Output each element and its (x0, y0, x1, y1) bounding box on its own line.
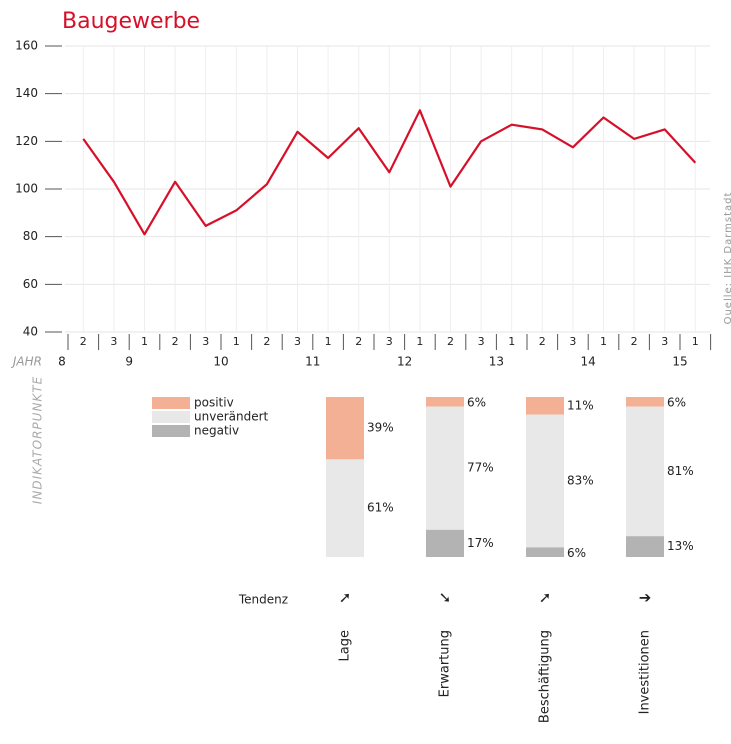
legend-label: negativ (194, 424, 239, 438)
x-tick-label: 1 (233, 335, 240, 348)
legend-swatch (152, 397, 190, 409)
data-label: 17% (467, 536, 494, 550)
year-label: 13 (489, 355, 504, 369)
bar-segment (326, 397, 364, 460)
x-tick-label: 3 (294, 335, 301, 348)
tendency-label: Tendenz (238, 593, 288, 607)
legend-swatch (152, 411, 190, 423)
x-tick-label: 3 (110, 335, 117, 348)
line-series (82, 109, 697, 236)
source: Quelle: IHK Darmstadt (723, 192, 731, 325)
side-label: INDIKATORPUNKTE (31, 376, 45, 504)
legend-label: unverändert (194, 410, 269, 424)
x-tick-label: 1 (325, 335, 332, 348)
bar-segment (626, 406, 664, 537)
x-tick-label: 3 (386, 335, 393, 348)
y-tick-label: 60 (23, 277, 38, 291)
legend-label: positiv (194, 396, 234, 410)
data-label: 83% (567, 474, 594, 488)
year-label: 15 (672, 355, 687, 369)
data-label: 6% (567, 546, 586, 560)
bar-segment (526, 414, 564, 548)
x-tick-label: 2 (263, 335, 270, 348)
year-label: 12 (397, 355, 412, 369)
x-tick-label: 2 (539, 335, 546, 348)
x-tick-label: 2 (447, 335, 454, 348)
data-label: 6% (667, 396, 686, 410)
x-tick-label: 1 (141, 335, 148, 348)
x-tick-label: 2 (631, 335, 638, 348)
data-label: 6% (467, 396, 486, 410)
x-axis-label: JAHR (11, 355, 42, 369)
y-tick-label: 160 (15, 39, 38, 53)
tendency-arrow: ➔ (639, 589, 652, 607)
x-tick-label: 2 (172, 335, 179, 348)
data-label: 39% (367, 421, 394, 435)
x-tick-label: 3 (202, 335, 209, 348)
year-label: 10 (213, 355, 228, 369)
x-tick-label: 2 (355, 335, 362, 348)
bar-segment (526, 397, 564, 415)
x-tick-label: 1 (416, 335, 423, 348)
x-tick-label: 1 (508, 335, 515, 348)
chart-title: Baugewerbe (62, 9, 200, 34)
legend-swatch (152, 425, 190, 437)
x-tick-label: 1 (600, 335, 607, 348)
y-tick-label: 120 (15, 134, 38, 148)
x-tick-label: 3 (478, 335, 485, 348)
category-label: Beschäftigung (538, 630, 553, 723)
bar-segment (426, 529, 464, 557)
bar-segment (326, 459, 364, 557)
tendency-arrow: ➚ (539, 589, 552, 607)
bar-segment (626, 536, 664, 557)
category-label: Erwartung (438, 630, 453, 697)
x-tick-label: 3 (661, 335, 668, 348)
data-label: 13% (667, 539, 694, 553)
y-tick-label: 80 (23, 229, 38, 243)
year-label: 14 (581, 355, 596, 369)
year-label: 8 (58, 355, 66, 369)
bar-segment (526, 547, 564, 557)
data-label: 81% (667, 464, 694, 478)
category-label: Lage (338, 630, 353, 661)
year-label: 9 (125, 355, 133, 369)
year-label: 11 (305, 355, 320, 369)
category-label: Investitionen (638, 630, 653, 714)
x-tick-label: 3 (569, 335, 576, 348)
data-label: 11% (567, 398, 594, 412)
y-tick-label: 100 (15, 182, 38, 196)
y-tick-label: 140 (15, 86, 38, 100)
x-tick-label: 1 (692, 335, 699, 348)
tendency-arrow: ➚ (339, 589, 352, 607)
data-label: 77% (467, 461, 494, 475)
tendency-arrow: ➘ (439, 589, 452, 607)
data-label: 61% (367, 501, 394, 515)
bar-segment (426, 406, 464, 530)
y-tick-label: 40 (23, 325, 38, 339)
x-tick-label: 2 (80, 335, 87, 348)
bar-segment (626, 397, 664, 407)
bar-segment (426, 397, 464, 407)
